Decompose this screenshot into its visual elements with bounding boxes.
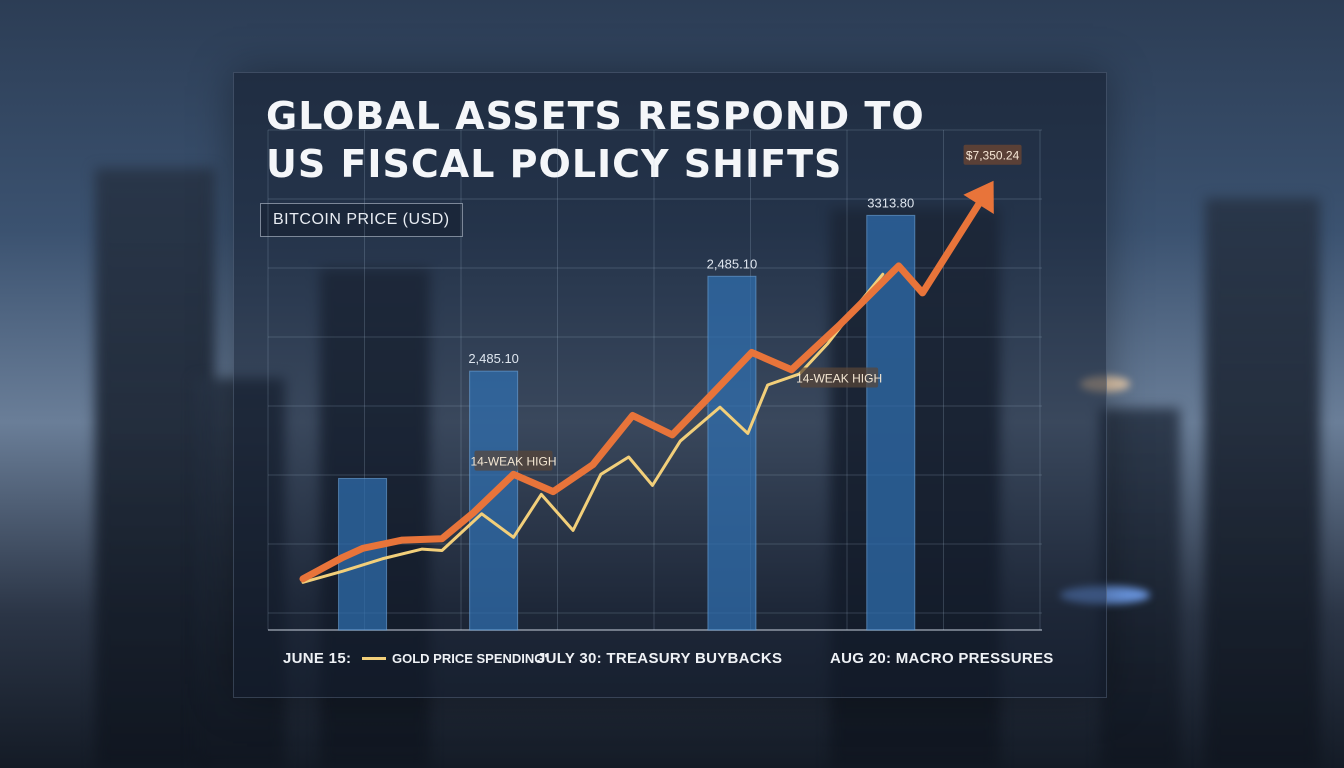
x-label-july: JULY 30: TREASURY BUYBACKS (537, 650, 783, 667)
bitcoin-arrow-head (963, 180, 994, 214)
x-label-aug: AUG 20: MACRO PRESSURES (830, 650, 1054, 667)
x-label-june: JUNE 15: (283, 650, 352, 667)
bar-label-3: 2,485.10 (707, 256, 758, 271)
gold-legend: GOLD PRICE SPENDING' (362, 651, 548, 666)
gold-legend-swatch (362, 657, 386, 660)
bar-3 (707, 275, 757, 631)
gold-legend-label: GOLD PRICE SPENDING' (392, 651, 548, 666)
bar-label-2: 2,485.10 (468, 351, 519, 366)
skyscraper-right (1205, 198, 1320, 768)
bitcoin-price-line (299, 189, 990, 583)
bitcoin-end-label: $7,350.24 (966, 149, 1020, 163)
annotation-bg-2 (800, 367, 879, 388)
series-label-box: BITCOIN PRICE (USD) (260, 203, 463, 237)
chart-panel (233, 72, 1107, 698)
annotation-2: 14-WEAK HIGH (796, 372, 882, 386)
bitcoin-end-label-bg (963, 144, 1022, 165)
annotation-bg-1 (474, 450, 553, 471)
gold-price-line (301, 272, 885, 584)
annotation-1: 14-WEAK HIGH (470, 455, 556, 469)
chart-title: GLOBAL ASSETS RESPOND TO US FISCAL POLIC… (266, 94, 925, 186)
bar-2 (469, 370, 519, 631)
bar-label-4: 3313.80 (867, 195, 914, 210)
